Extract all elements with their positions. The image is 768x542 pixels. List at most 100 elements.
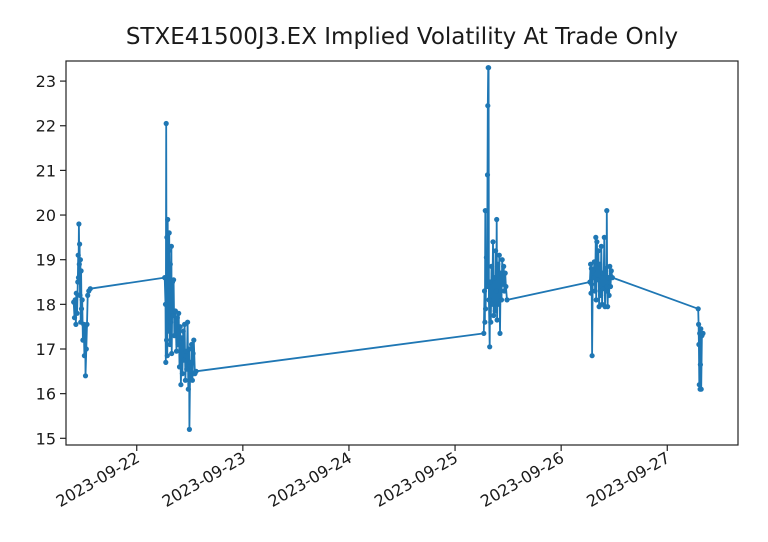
data-point bbox=[165, 248, 171, 254]
data-point bbox=[697, 362, 704, 368]
x-tick-label: 2023-09-23 bbox=[159, 448, 249, 511]
data-point bbox=[487, 279, 493, 285]
data-point bbox=[175, 341, 181, 348]
data-point bbox=[186, 346, 192, 352]
data-point bbox=[498, 297, 505, 303]
data-point bbox=[82, 373, 89, 379]
data-point bbox=[163, 120, 169, 127]
data-point bbox=[189, 341, 195, 348]
data-point bbox=[695, 306, 701, 312]
data-point bbox=[164, 353, 170, 359]
data-point bbox=[484, 172, 491, 178]
x-axis: 2023-09-22 2023-09-23 2023-09-24 2023-09-25… bbox=[53, 445, 673, 511]
data-point bbox=[187, 359, 193, 365]
x-tick-label: 2023-09-27 bbox=[583, 448, 673, 511]
y-tick-label: 18 bbox=[36, 295, 56, 314]
data-point bbox=[591, 275, 597, 281]
data-point bbox=[165, 216, 171, 223]
y-tick-label: 23 bbox=[36, 72, 56, 91]
data-point bbox=[588, 290, 594, 296]
data-point bbox=[488, 263, 495, 269]
data-point bbox=[77, 257, 83, 263]
x-tick-label: 2023-09-26 bbox=[477, 448, 567, 511]
data-point bbox=[74, 310, 80, 316]
data-point bbox=[186, 426, 192, 432]
data-point bbox=[605, 304, 611, 310]
data-point bbox=[608, 268, 614, 274]
data-point bbox=[497, 330, 503, 336]
data-point bbox=[185, 319, 191, 325]
data-point bbox=[481, 288, 488, 294]
data-point bbox=[482, 208, 488, 214]
data-point bbox=[181, 357, 187, 363]
data-point bbox=[494, 317, 500, 323]
data-point bbox=[700, 330, 706, 336]
y-axis: 15 16 17 18 19 20 21 22 23 bbox=[36, 72, 66, 448]
data-point bbox=[165, 328, 171, 334]
data-point bbox=[77, 292, 83, 298]
data-point bbox=[501, 263, 507, 269]
data-point bbox=[594, 239, 600, 245]
data-point bbox=[696, 382, 702, 388]
data-point bbox=[607, 283, 614, 290]
data-point bbox=[193, 368, 199, 374]
data-point bbox=[167, 341, 173, 348]
data-point bbox=[166, 288, 172, 294]
plot-area bbox=[71, 65, 706, 432]
y-tick-label: 20 bbox=[36, 206, 56, 225]
data-point bbox=[503, 283, 509, 290]
data-point bbox=[696, 321, 702, 327]
data-point bbox=[178, 382, 184, 388]
data-point bbox=[75, 252, 81, 258]
data-point bbox=[590, 268, 596, 274]
data-point bbox=[487, 344, 493, 350]
data-point bbox=[483, 306, 489, 312]
data-point bbox=[499, 257, 505, 263]
data-point bbox=[75, 279, 81, 285]
data-point bbox=[493, 288, 499, 294]
y-tick-label: 16 bbox=[36, 385, 56, 404]
data-point bbox=[179, 335, 185, 341]
data-point bbox=[76, 221, 82, 227]
data-point bbox=[78, 268, 84, 274]
data-point bbox=[605, 275, 611, 281]
data-point bbox=[589, 353, 595, 359]
data-point bbox=[84, 321, 90, 327]
data-point bbox=[77, 241, 83, 247]
axes-frame bbox=[65, 60, 739, 446]
data-point bbox=[162, 275, 168, 281]
data-point bbox=[597, 261, 603, 267]
data-point bbox=[493, 248, 499, 254]
data-point bbox=[607, 263, 613, 269]
data-point bbox=[167, 261, 173, 267]
data-point bbox=[81, 353, 87, 359]
data-point bbox=[481, 330, 487, 336]
data-point bbox=[176, 310, 182, 316]
data-point bbox=[501, 288, 507, 294]
data-point bbox=[76, 261, 82, 267]
data-point bbox=[495, 301, 502, 307]
x-tick-label: 2023-09-24 bbox=[265, 448, 355, 511]
data-point bbox=[496, 252, 502, 258]
data-point bbox=[168, 319, 174, 325]
data-point bbox=[606, 292, 612, 298]
data-point bbox=[164, 337, 170, 343]
data-point bbox=[494, 216, 500, 223]
data-point bbox=[75, 275, 82, 281]
data-point bbox=[490, 239, 496, 245]
data-point bbox=[174, 315, 180, 321]
data-point bbox=[604, 208, 610, 214]
data-point bbox=[169, 350, 175, 357]
data-point bbox=[73, 321, 79, 327]
y-tick-label: 22 bbox=[36, 117, 56, 136]
data-point bbox=[504, 297, 510, 303]
data-point bbox=[593, 234, 599, 240]
data-point bbox=[78, 306, 85, 312]
y-tick-label: 17 bbox=[36, 340, 56, 359]
data-point bbox=[484, 283, 490, 290]
data-point bbox=[698, 326, 704, 332]
y-tick-label: 21 bbox=[36, 161, 56, 180]
data-point bbox=[593, 297, 599, 303]
data-point bbox=[185, 386, 191, 392]
data-point bbox=[696, 341, 702, 348]
